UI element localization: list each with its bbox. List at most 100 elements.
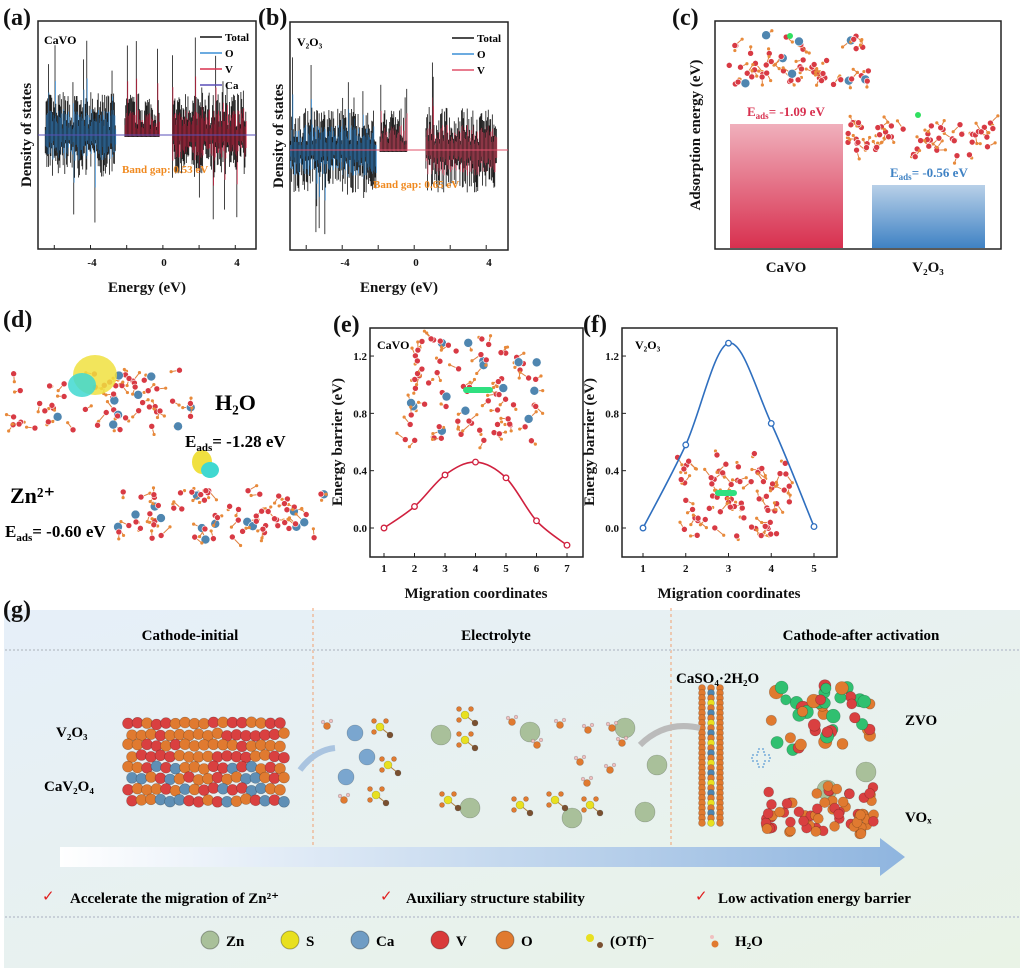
oxygen-atom — [152, 382, 156, 387]
vanadium-atom — [888, 122, 895, 130]
oxygen-atom — [935, 145, 939, 150]
vanadium-atom — [701, 516, 709, 523]
vanadium-atom — [436, 337, 444, 345]
oxygen-atom — [533, 442, 537, 446]
vanadium-atom — [412, 385, 419, 392]
vanadium-atom — [119, 488, 127, 496]
oxygen-atom — [978, 142, 982, 146]
eads-label-cavo: Eads= -1.09 eV — [747, 104, 825, 121]
data-point — [472, 458, 479, 466]
vanadium-atom — [418, 338, 426, 345]
atom — [226, 784, 239, 796]
atom — [844, 788, 855, 800]
oxygen-atom — [917, 148, 922, 153]
zn-label: Zn²⁺ — [10, 483, 55, 508]
vanadium-atom — [187, 413, 194, 420]
oxygen-atom — [541, 411, 545, 415]
oxygen-atom — [469, 348, 473, 352]
oxygen-atom — [475, 413, 479, 417]
vanadium-atom — [153, 385, 161, 393]
oxygen-atom — [148, 499, 152, 504]
atom — [807, 718, 821, 732]
vanadium-atom — [681, 526, 688, 533]
calcium-ion — [337, 768, 355, 786]
plot-frame-c — [714, 20, 1002, 250]
y-tick-label: 0.0 — [353, 523, 367, 535]
vanadium-atom — [785, 482, 793, 490]
vanadium-atom — [485, 341, 492, 348]
atom — [126, 751, 138, 763]
legend-label: O — [477, 49, 486, 61]
vanadium-atom — [150, 491, 158, 498]
check-item: ✓ Low activation energy barrier — [695, 889, 911, 907]
atom — [835, 681, 849, 695]
x-axis-label-b: Energy (eV) — [360, 280, 438, 296]
oxygen-atom — [269, 505, 273, 509]
vanadium-atom — [764, 507, 772, 514]
y-axis-label-f: Energy barrier (eV) — [582, 378, 598, 506]
oxygen-atom — [576, 758, 584, 766]
oxygen-atom — [407, 445, 412, 449]
energy-curve — [383, 461, 568, 546]
vanadium-atom — [711, 524, 719, 532]
oxygen-atom — [434, 356, 439, 360]
atom — [716, 819, 724, 827]
vanadium-atom — [214, 514, 221, 521]
data-point — [380, 524, 388, 532]
legend-atom-icon — [200, 930, 220, 950]
oxygen-atom — [781, 66, 785, 70]
oxygen-atom — [942, 118, 946, 123]
vanadium-atom — [187, 400, 194, 407]
oxygen-atom — [112, 429, 116, 433]
check-item: ✓ Accelerate the migration of Zn²⁺ — [42, 889, 279, 907]
vanadium-atom — [767, 530, 775, 538]
oxygen-atom — [807, 51, 811, 55]
atom — [207, 760, 220, 773]
check-label: Low activation energy barrier — [718, 891, 911, 907]
vanadium-atom — [693, 531, 701, 539]
vanadium-atom — [707, 474, 715, 481]
atom — [173, 749, 186, 762]
sulfur-atom — [460, 710, 470, 720]
vox-label: VOₓ — [905, 810, 932, 826]
atom — [278, 727, 290, 739]
oxygen-atom — [470, 359, 474, 363]
vanadium-atom — [283, 506, 291, 514]
oxygen-atom — [121, 380, 125, 384]
calcium-atom — [794, 36, 804, 47]
atom — [781, 798, 793, 809]
oxygen-atom — [693, 466, 697, 471]
vanadium-atom — [958, 130, 966, 138]
oxygen-atom — [757, 69, 761, 73]
x-tick-label: 5 — [503, 563, 509, 575]
vanadium-atom — [510, 401, 517, 409]
atom — [150, 718, 163, 731]
oxygen-atom — [689, 534, 693, 538]
oxygen-atom — [168, 525, 172, 529]
zvo-label: ZVO — [905, 713, 937, 729]
oxygen-atom — [851, 133, 855, 138]
oxygen-atom — [935, 121, 939, 125]
oxygen-atom — [848, 114, 852, 118]
zinc-ion — [646, 754, 668, 776]
oxygen-atom — [511, 807, 517, 813]
vanadium-atom — [855, 119, 862, 127]
vanadium-atom — [525, 374, 532, 382]
vanadium-atom — [747, 50, 754, 57]
vanadium-atom — [148, 534, 156, 542]
atom — [774, 680, 789, 695]
oxygen-atom — [200, 541, 204, 545]
vanadium-atom — [146, 403, 153, 411]
vanadium-atom — [758, 465, 766, 472]
chart-title-a: CaVO — [44, 33, 76, 47]
vanadium-atom — [275, 492, 283, 500]
oxygen-atom — [145, 519, 149, 524]
oxygen-atom — [996, 114, 1000, 118]
oxygen-atom — [882, 136, 886, 140]
legend-label: V — [225, 64, 233, 76]
vanadium-atom — [476, 426, 483, 434]
oxygen-atom — [840, 45, 845, 49]
atom — [819, 797, 830, 808]
legend-label: Total — [477, 33, 501, 45]
hydrogen-atom — [623, 735, 629, 741]
